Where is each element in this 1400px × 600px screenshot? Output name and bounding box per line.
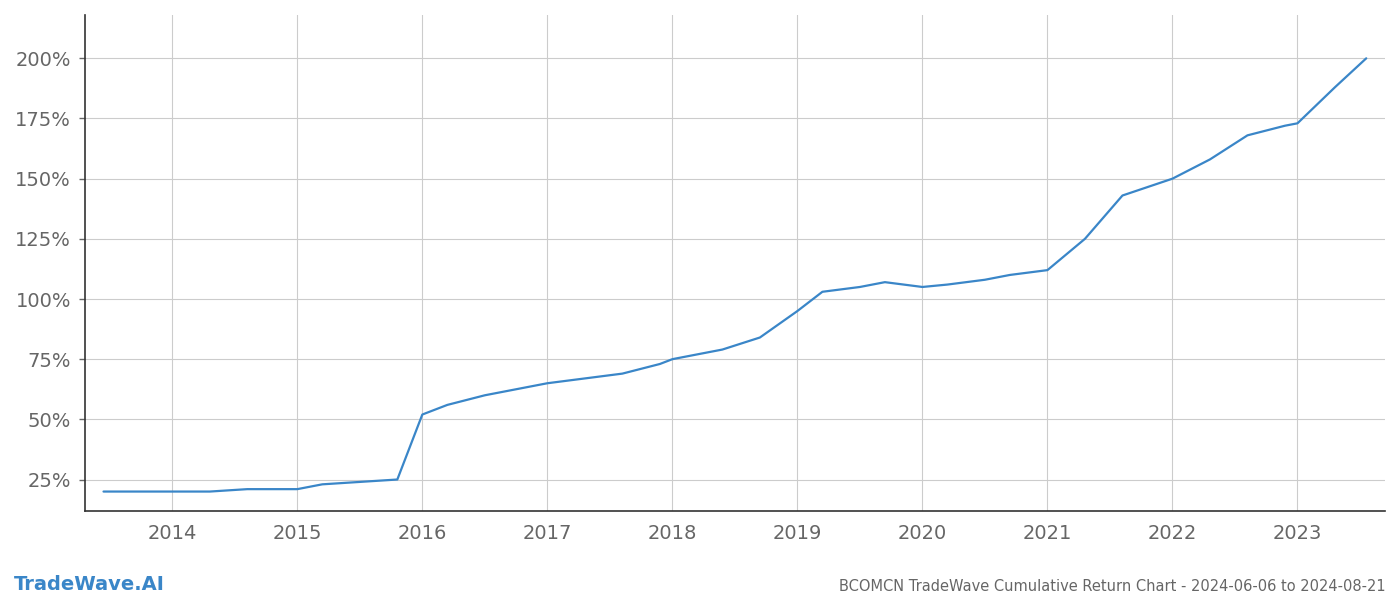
Text: TradeWave.AI: TradeWave.AI (14, 575, 165, 594)
Text: BCOMCN TradeWave Cumulative Return Chart - 2024-06-06 to 2024-08-21: BCOMCN TradeWave Cumulative Return Chart… (840, 579, 1386, 594)
